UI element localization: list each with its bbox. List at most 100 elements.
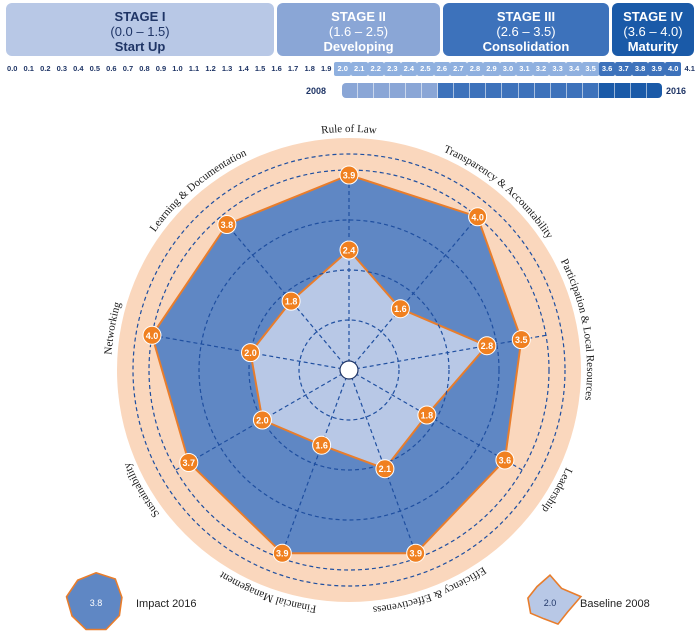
baseline-point-label: 2.0 [256,416,269,426]
stage-3-box: STAGE III (2.6 – 3.5) Consolidation [443,3,609,56]
scale-tick: 2.6 [433,62,451,76]
scale-tick: 1.5 [254,64,266,73]
scale-tick: 3.0 [499,62,517,76]
progress-segment [646,83,662,98]
baseline-point-label: 2.4 [343,246,356,256]
progress-segment [598,83,615,98]
stage-4-range: (3.6 – 4.0) [623,24,683,39]
impact-point-marker [468,207,488,227]
baseline-point-label: 1.8 [285,297,298,307]
progress-segment [582,83,599,98]
scale-tick: 1.7 [287,64,299,73]
progress-segment [406,83,423,98]
scale-tick: 3.6 [598,62,616,76]
impact-point-label: 4.0 [146,331,159,341]
scale-tick: 3.2 [532,62,550,76]
legend-baseline-label: Baseline 2008 [580,598,650,610]
scale-tick: 3.1 [516,62,533,76]
scale-tick: 1.3 [221,64,233,73]
scale-tick: 2.2 [367,62,385,76]
progress-segment [422,83,439,98]
axis-spoke [280,369,350,559]
impact-point-label: 3.9 [343,171,356,181]
radar-chart: 2.4 1.6 2.8 1.8 2.1 1.6 2.0 2.0 1.8 3.9 4.0 3.5 3.6 3… [65,123,650,631]
axis-label: Rule of Law [321,123,378,137]
scale-tick: 2.0 [334,62,351,76]
baseline-point-marker [417,405,437,425]
impact-point-label: 3.7 [183,458,196,468]
scale-tick: 0.9 [155,64,167,73]
progress-segment [454,83,471,98]
stage-2-name: STAGE II [331,9,386,24]
baseline-point-marker [312,435,332,455]
scale-tick: 2.7 [450,62,467,76]
stage-1-box: STAGE I (0.0 – 1.5) Start Up [6,3,274,56]
legend-impact-icon [65,571,123,631]
scale-tick: 1.6 [271,64,282,73]
scale-tick: 4.1 [684,64,695,73]
axis-spoke [219,216,350,371]
impact-point-marker [511,330,531,350]
stage-4-box: STAGE IV (3.6 – 4.0) Maturity [612,3,694,56]
progress-bar [342,83,662,98]
grid-circle [298,319,400,421]
scale-tick: 0.0 [7,64,18,73]
baseline-point-marker [375,459,395,479]
legend-impact-label: Impact 2016 [136,598,197,610]
progress-segment [502,83,519,98]
progress-segment [518,83,535,98]
impact-point-marker [406,543,426,563]
scale-tick: 0.3 [56,64,68,73]
progress-end-year: 2016 [666,86,687,96]
impact-point-label: 4.0 [471,212,484,222]
stage-2-box: STAGE II (1.6 – 2.5) Developing [277,3,440,56]
progress-segment [374,83,391,98]
scale-tick: 1.0 [172,64,183,73]
scale-tick: 2.9 [483,62,500,76]
progress-segment [614,83,631,98]
progress-segment [486,83,503,98]
impact-point-label: 3.9 [409,549,422,559]
scale-tick: 3.3 [549,62,566,76]
baseline-point-label: 1.6 [394,304,407,314]
scale-tick: 0.8 [139,64,150,73]
baseline-point-marker [241,343,260,363]
scale-tick: 0.7 [122,64,134,73]
axis-spoke [348,334,547,371]
impact-point-label: 3.5 [515,335,528,345]
progress-segment [550,83,567,98]
baseline-point-marker [390,299,410,319]
scale-tick: 0.2 [40,64,51,73]
scale-tick: 3.5 [582,62,599,76]
scale-tick: 1.9 [320,64,332,73]
scale-tick: 2.1 [351,62,368,76]
baseline-point-label: 2.8 [481,341,494,351]
baseline-point-label: 2.1 [379,464,392,474]
grid-circle [132,153,566,587]
scale-tick: 1.2 [205,64,216,73]
score-scale: 0.0 0.1 0.2 0.3 0.4 0.5 0.6 0.7 0.8 0.9 1.0 1.1 1.2 1… [4,62,698,76]
scale-tick: 0.4 [73,64,84,73]
scale-tick: 3.8 [631,62,649,76]
baseline-point-marker [339,240,359,260]
stage-2-range: (1.6 – 2.5) [328,24,389,39]
stage-4-label: Maturity [627,39,679,54]
scale-tick: 1.1 [188,64,200,73]
legend-baseline-icon [527,573,583,626]
scale-tick: 2.5 [417,62,434,76]
legend-impact-sample: 3.8 [90,598,103,608]
baseline-point-marker [477,336,497,356]
progress-segment [630,83,647,98]
stage-3-range: (2.6 – 3.5) [496,24,556,39]
impact-point-marker [142,325,162,345]
impact-point-marker [272,543,292,563]
progress-segment [358,83,375,98]
scale-tick: 3.4 [565,62,583,76]
stage-2-label: Developing [323,39,394,54]
impact-point-label: 3.8 [221,220,234,230]
grid-circle [198,219,500,521]
baseline-point-label: 2.0 [244,348,257,358]
axis-spoke [348,369,523,471]
progress-segment [390,83,407,98]
impact-point-marker [495,450,515,470]
